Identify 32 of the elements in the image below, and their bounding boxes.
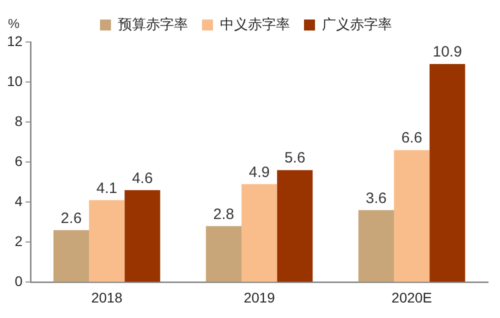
legend-label: 广义赤字率 — [322, 16, 392, 32]
data-label: 2.6 — [60, 210, 82, 227]
bar — [277, 170, 313, 282]
legend-label: 预算赤字率 — [118, 16, 188, 32]
data-label: 3.6 — [366, 190, 387, 207]
x-tick-label: 2019 — [244, 289, 276, 306]
y-tick-label: 0 — [14, 273, 23, 290]
bar — [242, 184, 278, 282]
data-label: 4.9 — [248, 164, 270, 181]
y-tick-label: 12 — [6, 32, 23, 49]
data-label: 4.6 — [132, 170, 153, 187]
data-label: 2.8 — [213, 206, 234, 223]
x-tick-label: 2020E — [392, 289, 432, 306]
y-tick-label: 10 — [6, 72, 23, 89]
legend-label: 中义赤字率 — [220, 16, 290, 32]
data-label: 6.6 — [401, 130, 422, 147]
x-tick-label: 2018 — [91, 289, 123, 306]
bar — [430, 64, 466, 282]
data-label: 5.6 — [284, 150, 306, 167]
bar — [358, 210, 394, 282]
y-axis-title: % — [8, 16, 20, 32]
data-label: 4.1 — [96, 180, 118, 197]
data-label: 10.9 — [432, 44, 462, 61]
y-tick-label: 2 — [14, 233, 23, 250]
bar — [53, 230, 90, 282]
y-tick-label: 4 — [14, 192, 23, 209]
bar — [124, 190, 160, 282]
y-tick-label: 6 — [14, 152, 23, 169]
y-tick-label: 8 — [14, 112, 23, 129]
bar — [89, 200, 125, 282]
bar — [206, 226, 242, 282]
bar — [394, 150, 430, 282]
